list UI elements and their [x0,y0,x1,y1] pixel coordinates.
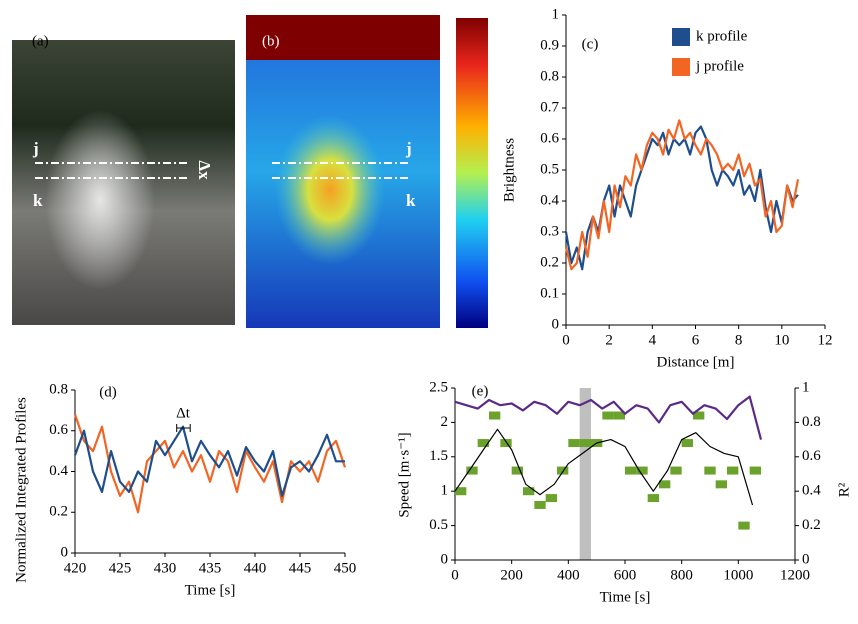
y-tick-label: 0.5 [540,161,559,177]
y-tick-label: 0.7 [540,99,559,115]
y-tick-label: 2.5 [429,379,448,395]
series-line [564,125,799,271]
x-tick-label: 4 [649,332,657,348]
y-tick-label: 0.5 [429,517,448,533]
y-tick-label: 0 [552,316,560,332]
x-tick-label: 8 [735,332,743,348]
panel-label: (b) [262,33,280,49]
y-tick-label: 1 [441,483,449,499]
y-tick-label: 0.3 [540,223,559,239]
y2-tick-label: 0.4 [802,483,821,499]
x-tick-label: 200 [500,567,523,583]
series-line [564,119,800,271]
x-axis-label: Time [s] [185,582,236,598]
x-tick-label: 1200 [780,567,810,583]
x-tick-label: 800 [670,567,693,583]
panel-label: (a) [32,33,49,49]
x-axis-label: Time [s] [600,589,651,605]
x-tick-label: 6 [692,332,700,348]
legend-swatch [672,28,690,46]
y-axis-label: Normalized Integrated Profiles [13,397,29,583]
x-tick-label: 450 [334,560,357,576]
y-tick-label: 0.4 [49,463,68,479]
panel-label: (e) [472,383,489,399]
photo-panel: (a) j k Δx [12,33,235,325]
highlight-band [579,388,591,560]
x-axis-label: Distance [m] [657,354,735,370]
x-tick-label: 600 [614,567,637,583]
y-tick-label: 0.2 [540,254,559,270]
x-tick-label: 0 [451,567,459,583]
y-axis-label: Speed [m·s⁻¹] [396,432,412,517]
annotation: Δx [195,160,214,180]
x-tick-label: 440 [244,560,267,576]
y-tick-label: 0.6 [49,422,68,438]
y-tick-label: 0.8 [540,68,559,84]
y-axis-label: Brightness [501,138,517,202]
x-tick-label: 430 [154,560,177,576]
thermal-panel: (b) j k [246,15,488,328]
y-tick-label: 0.8 [49,381,68,397]
y-tick-label: 0 [61,544,69,560]
annotation-bracket [176,424,191,432]
y-tick-label: 1.5 [429,448,448,464]
y-tick-label: 0.4 [540,192,559,208]
y-tick-label: 2 [441,414,449,430]
y-tick-label: 0.1 [540,285,559,301]
y2-tick-label: 0 [802,551,810,567]
legend-label: k profile [696,28,748,44]
marker-label: j [32,139,39,158]
x-tick-label: 1000 [723,567,753,583]
series-line [73,414,347,514]
x-tick-label: 400 [557,567,580,583]
y-tick-label: 0.2 [49,504,68,520]
y2-axis-label: R² [836,482,852,497]
x-tick-label: 12 [818,332,833,348]
y-tick-label: 0 [441,551,449,567]
marker-label: k [406,191,416,210]
legend-swatch [672,58,690,76]
x-tick-label: 435 [199,560,222,576]
y2-tick-label: 0.6 [802,448,821,464]
series-line [454,428,754,506]
legend-label: j profile [695,58,744,74]
x-tick-label: 420 [64,560,87,576]
x-tick-label: 0 [562,332,570,348]
y-tick-label: 0.6 [540,130,559,146]
y2-tick-label: 0.2 [802,517,821,533]
hot-spot [275,115,385,265]
y-tick-label: 1 [552,6,560,22]
y-tick-label: 0.9 [540,37,559,53]
smoke [45,110,155,290]
colorbar [456,18,488,328]
series-line [454,395,763,440]
panel-label: (d) [99,384,117,400]
series-line [73,425,345,497]
x-tick-label: 445 [289,560,312,576]
y2-tick-label: 1 [802,379,810,395]
annotation: Δt [176,405,191,421]
marker-label: j [405,139,412,158]
x-tick-label: 2 [605,332,613,348]
sky [246,15,440,60]
y2-tick-label: 0.8 [802,414,821,430]
panel-label: (c) [582,36,599,52]
marker-label: k [33,191,43,210]
x-tick-label: 425 [109,560,132,576]
x-tick-label: 10 [774,332,789,348]
